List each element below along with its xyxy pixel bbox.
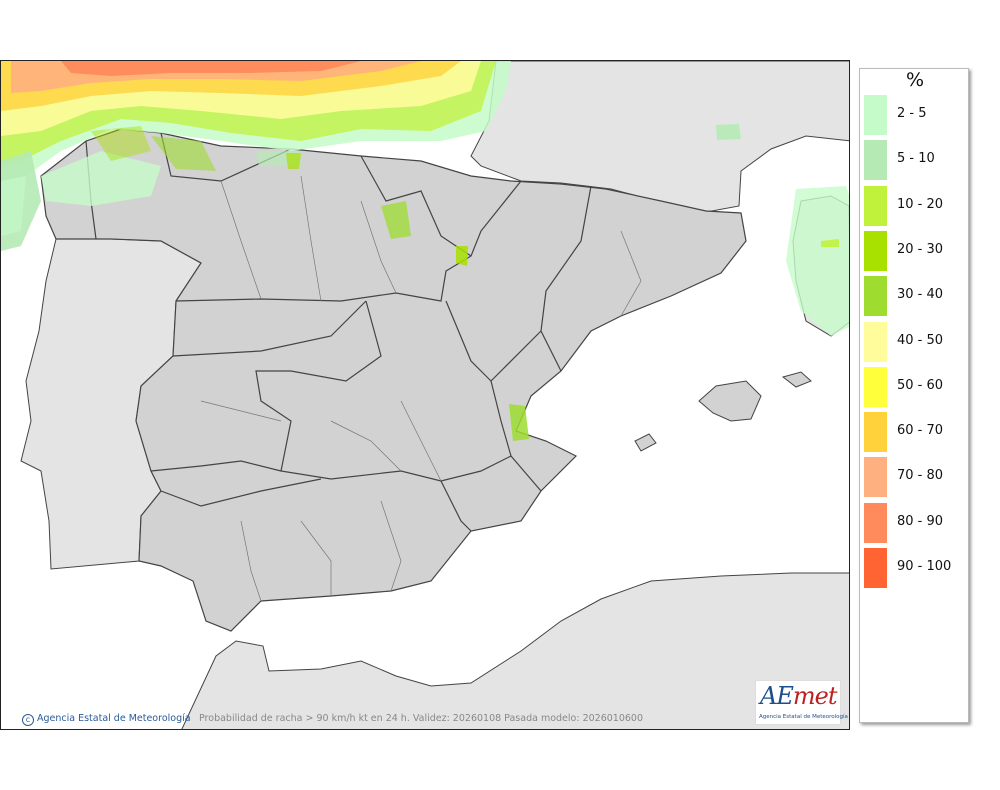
legend-item: 5 - 10: [864, 140, 968, 182]
land-spain: [40, 128, 747, 632]
logo-wordmark: AEmet: [760, 682, 838, 710]
legend-item: 50 - 60: [864, 366, 968, 409]
province-boundaries: [200, 175, 642, 602]
legend-item: 40 - 50: [864, 321, 968, 364]
copyright-icon: c: [22, 714, 34, 726]
legend-label: 5 - 10: [897, 151, 935, 167]
legend-label: 80 - 90: [897, 513, 944, 529]
legend-label: 50 - 60: [897, 377, 944, 393]
map-caption: Probabilidad de racha > 90 km/h kt en 24…: [199, 713, 644, 724]
logo-subtitle: Agencia Estatal de Meteorología: [759, 714, 848, 720]
legend-swatch: [864, 366, 887, 407]
island-menorca: [781, 371, 812, 388]
legend-label: 20 - 30: [897, 241, 944, 257]
agency-credit: c Agencia Estatal de Meteorología: [22, 713, 191, 726]
legend-panel: % 2 - 5 5 - 10 10 - 20 20 - 30 30 - 40 40 - 5…: [859, 68, 969, 723]
island-mallorca: [698, 380, 762, 422]
legend-item: 20 - 30: [864, 230, 968, 273]
legend-item: 90 - 100: [864, 548, 968, 590]
island-ibiza: [634, 433, 657, 452]
legend-label: 30 - 40: [897, 287, 944, 303]
aemet-logo: AEmet Agencia Estatal de Meteorología: [755, 680, 848, 725]
legend-label: 70 - 80: [897, 468, 944, 484]
legend-label: 10 - 20: [897, 196, 944, 212]
legend-title: %: [905, 69, 925, 91]
legend-swatch: [864, 95, 887, 135]
map-canvas: [1, 61, 849, 729]
legend-label: 2 - 5: [897, 106, 927, 121]
legend-item: 2 - 5: [864, 95, 968, 137]
region-boundaries: [85, 132, 592, 532]
legend-swatch: [864, 321, 887, 362]
legend-item: 80 - 90: [864, 502, 968, 545]
legend-swatch: [864, 502, 887, 543]
land-africa: [181, 572, 849, 729]
legend-item: 10 - 20: [864, 185, 968, 228]
legend-label: 60 - 70: [897, 423, 944, 439]
legend-swatch: [864, 276, 887, 317]
legend-item: 60 - 70: [864, 412, 968, 454]
legend-item: 70 - 80: [864, 457, 968, 499]
legend-swatch: [864, 457, 887, 498]
legend-swatch: [864, 412, 887, 453]
legend-label: 40 - 50: [897, 332, 944, 348]
legend-swatch: [864, 140, 887, 181]
credit-text: Agencia Estatal de Meteorología: [37, 713, 191, 724]
logo-word-b: met: [792, 682, 838, 710]
legend-item: 30 - 40: [864, 276, 968, 318]
probability-overlay: [1, 61, 849, 441]
map-frame[interactable]: [0, 60, 850, 730]
legend-swatch: [864, 230, 887, 271]
legend-swatch: [864, 185, 887, 226]
legend-label: 90 - 100: [897, 559, 952, 574]
logo-word-a: AE: [760, 682, 794, 710]
legend-swatch: [864, 548, 887, 588]
